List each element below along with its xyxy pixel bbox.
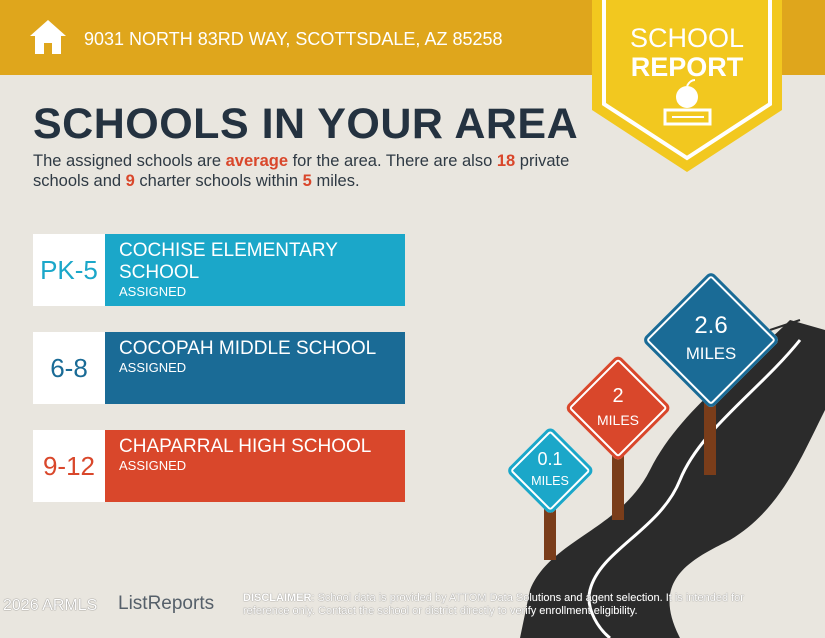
road-illustration bbox=[520, 319, 825, 638]
property-address: 9031 NORTH 83RD WAY, SCOTTSDALE, AZ 8525… bbox=[84, 29, 503, 49]
school-card: 9-12 CHAPARRAL HIGH SCHOOL ASSIGNED bbox=[33, 430, 405, 502]
school-name: CHAPARRAL HIGH SCHOOL bbox=[119, 436, 372, 457]
home-icon bbox=[30, 20, 66, 54]
sign-unit: MILES bbox=[685, 344, 737, 363]
school-name: COCOPAH MIDDLE SCHOOL bbox=[119, 338, 377, 359]
sign-unit: MILES bbox=[596, 412, 639, 428]
school-status: ASSIGNED bbox=[119, 284, 187, 299]
distance-sign: 2.6 MILES bbox=[639, 268, 783, 412]
school-info: COCHISE ELEMENTARY SCHOOL ASSIGNED bbox=[105, 234, 405, 306]
intro-text: The assigned schools are average for the… bbox=[33, 152, 570, 190]
badge-title-line2: REPORT bbox=[630, 52, 744, 82]
distance-sign: 0.1 MILES bbox=[504, 424, 596, 516]
grade-range: 9-12 bbox=[33, 430, 105, 502]
sign-distance: 0.1 bbox=[537, 449, 563, 469]
disclaimer: DISCLAIMER: School data is provided by A… bbox=[243, 592, 744, 617]
listreports-logo: ListReports bbox=[118, 593, 215, 614]
watermark: 2026 ARMLS bbox=[3, 597, 98, 614]
school-status: ASSIGNED bbox=[119, 458, 187, 473]
school-status: ASSIGNED bbox=[119, 360, 187, 375]
school-card: 6-8 COCOPAH MIDDLE SCHOOL ASSIGNED bbox=[33, 332, 405, 404]
school-info: CHAPARRAL HIGH SCHOOL ASSIGNED bbox=[105, 430, 405, 502]
school-name: COCHISE ELEMENTARY SCHOOL bbox=[119, 240, 338, 283]
school-info: COCOPAH MIDDLE SCHOOL ASSIGNED bbox=[105, 332, 405, 404]
school-report-badge bbox=[592, 0, 782, 172]
sign-unit: MILES bbox=[531, 474, 569, 488]
school-card: PK-5 COCHISE ELEMENTARY SCHOOL ASSIGNED bbox=[33, 234, 405, 306]
badge-title-line1: SCHOOL bbox=[629, 23, 745, 53]
grade-range: PK-5 bbox=[33, 234, 105, 306]
sign-distance: 2.6 bbox=[694, 312, 728, 339]
page-title: SCHOOLS IN YOUR AREA bbox=[33, 100, 579, 148]
distance-sign: 2 MILES bbox=[562, 352, 674, 464]
sign-distance: 2 bbox=[612, 385, 624, 407]
grade-range: 6-8 bbox=[33, 332, 105, 404]
